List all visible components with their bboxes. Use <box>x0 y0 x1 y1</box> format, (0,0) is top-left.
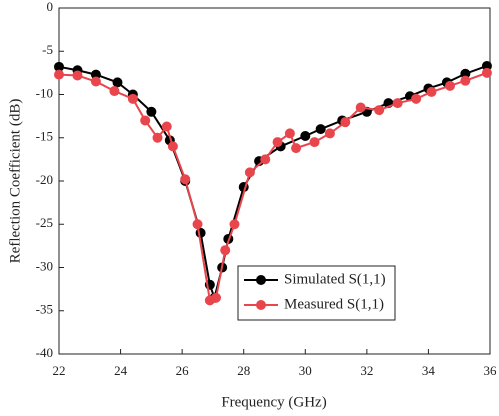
data-point <box>244 167 255 178</box>
data-point <box>324 128 335 139</box>
y-tick-label: -40 <box>36 345 53 360</box>
data-point <box>72 70 83 81</box>
x-tick-label: 34 <box>422 363 436 378</box>
data-point <box>127 93 138 104</box>
y-tick-label: -25 <box>36 215 53 230</box>
x-tick-label: 30 <box>299 363 312 378</box>
data-point <box>152 132 163 143</box>
data-point <box>90 76 101 87</box>
data-point <box>460 68 471 79</box>
y-tick-label: 0 <box>47 0 54 14</box>
data-point <box>340 117 351 128</box>
x-tick-label: 32 <box>360 363 373 378</box>
data-point <box>426 86 437 97</box>
data-point <box>161 121 172 132</box>
data-point <box>481 67 492 78</box>
data-point <box>220 245 231 256</box>
data-point <box>211 292 222 303</box>
data-point <box>300 131 311 142</box>
data-point <box>309 137 320 148</box>
data-point <box>229 219 240 230</box>
data-point <box>146 106 157 117</box>
y-tick-label: -5 <box>42 42 53 57</box>
data-point <box>284 128 295 139</box>
y-tick-label: -20 <box>36 172 53 187</box>
x-tick-label: 22 <box>53 363 66 378</box>
data-point <box>109 86 120 97</box>
x-tick-label: 26 <box>176 363 190 378</box>
data-point <box>315 124 326 135</box>
y-tick-label: -35 <box>36 302 53 317</box>
legend-marker <box>256 275 266 285</box>
legend-box <box>237 265 396 321</box>
data-point <box>272 137 283 148</box>
data-point <box>90 69 101 80</box>
y-tick-label: -15 <box>36 129 53 144</box>
data-point <box>444 80 455 91</box>
x-tick-label: 36 <box>484 363 498 378</box>
y-tick-label: -10 <box>36 85 53 100</box>
data-point <box>195 227 206 238</box>
data-point <box>460 75 471 86</box>
series-line <box>58 65 488 302</box>
data-point <box>140 115 151 126</box>
data-point <box>392 98 403 109</box>
legend-text: Measured S(1,1) <box>284 296 384 312</box>
x-tick-label: 28 <box>237 363 250 378</box>
x-tick-label: 24 <box>114 363 128 378</box>
data-point <box>355 102 366 113</box>
data-point <box>54 69 64 80</box>
data-point <box>112 77 123 88</box>
x-axis-title: Frequency (GHz) <box>221 394 326 410</box>
data-point <box>481 60 492 71</box>
data-point <box>260 154 271 165</box>
data-point <box>374 105 385 116</box>
data-point <box>192 219 203 230</box>
legend-text: Simulated S(1,1) <box>284 271 386 287</box>
data-point <box>180 174 191 185</box>
data-point <box>291 143 302 154</box>
y-axis-title: Reflection Coefficient (dB) <box>7 99 23 264</box>
data-point <box>54 61 64 72</box>
data-point <box>167 141 178 152</box>
legend-marker <box>256 300 266 310</box>
y-tick-label: -30 <box>36 258 53 273</box>
data-point <box>411 93 422 104</box>
